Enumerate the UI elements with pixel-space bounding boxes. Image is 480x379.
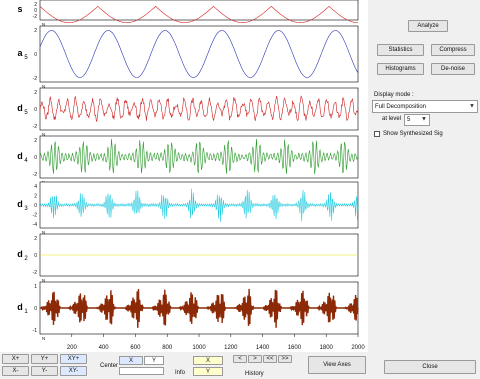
- info-label: Info: [175, 370, 186, 376]
- row-subscript-d2: 2: [24, 256, 28, 262]
- y-center-field[interactable]: Y: [144, 356, 164, 365]
- y-tick-label: 2: [34, 236, 37, 242]
- row-label-d2: d: [17, 249, 23, 259]
- y-tick-label: -2: [33, 76, 38, 82]
- row-marker: N: [42, 22, 45, 27]
- row-marker: N: [42, 84, 45, 89]
- display-mode-value: Full Decomposition: [375, 103, 427, 110]
- y-info-field: Y: [193, 367, 223, 376]
- row-subscript-d1: 1: [24, 309, 28, 315]
- row-label-a5: a: [17, 48, 23, 58]
- row-label-d1: d: [17, 302, 23, 312]
- y-tick-label: -2: [33, 172, 38, 178]
- x-plus-button[interactable]: X+: [2, 354, 29, 364]
- view-axes-button[interactable]: View Axes: [308, 356, 366, 374]
- xy-minus-button[interactable]: XY-: [60, 366, 87, 376]
- y-tick-label: -2: [33, 270, 38, 276]
- display-mode-label: Display mode :: [374, 92, 414, 98]
- row-subscript-d4: 4: [24, 158, 28, 164]
- y-tick-label: -2: [33, 124, 38, 130]
- y-tick-label: 2: [34, 138, 37, 144]
- row-subscript-d3: 3: [24, 206, 28, 212]
- y-tick-label: 0: [34, 155, 37, 161]
- row-label-s-top: s: [17, 4, 22, 14]
- x-tick-label: 1400: [256, 345, 270, 351]
- history-first-button[interactable]: <<: [263, 355, 277, 363]
- signal-trace-d5[interactable]: [39, 95, 359, 123]
- row-subscript-d5: 5: [24, 110, 28, 116]
- decomposition-plots[interactable]: 20-2sN20-2a5N20-2d5N20-2d4N420-2-4d3N20-…: [0, 0, 368, 352]
- denoise-button[interactable]: De-noise: [431, 63, 475, 75]
- x-tick-label: 200: [67, 345, 78, 351]
- axes-box-s-top: [39, 0, 359, 21]
- x-tick-label: 600: [130, 345, 141, 351]
- x-center-field[interactable]: X: [119, 356, 143, 365]
- x-tick-label: 1600: [288, 345, 302, 351]
- y-tick-label: 0: [34, 52, 37, 58]
- y-tick-label: 2: [34, 28, 37, 34]
- row-subscript-a5: 5: [24, 55, 28, 61]
- info-field: [119, 367, 164, 375]
- level-label: at level: [382, 116, 402, 122]
- signal-trace-d4[interactable]: [39, 138, 359, 175]
- history-last-button[interactable]: >>: [278, 355, 292, 363]
- y-tick-label: 0: [34, 253, 37, 259]
- display-mode-select[interactable]: Full Decomposition ▼: [372, 100, 478, 113]
- show-synthesized-label: Show Synthesized Sig: [383, 131, 443, 137]
- history-label: History: [245, 371, 264, 377]
- analyze-button[interactable]: Analyze: [408, 20, 448, 32]
- signal-trace-d1[interactable]: [40, 288, 359, 328]
- histograms-button[interactable]: Histograms: [377, 63, 424, 75]
- y-tick-label: -4: [33, 222, 38, 228]
- history-prev-button[interactable]: <: [233, 355, 247, 363]
- x-tick-label: 1200: [224, 345, 238, 351]
- y-tick-label: 0: [34, 306, 37, 312]
- compress-button[interactable]: Compress: [431, 44, 475, 56]
- control-panel: Analyze Statistics Compress Histograms D…: [368, 0, 480, 352]
- y-tick-label: 4: [34, 184, 37, 190]
- level-select[interactable]: 5 ▼: [404, 114, 430, 126]
- row-marker: N: [42, 132, 45, 137]
- row-marker: N: [42, 278, 45, 283]
- x-tick-label: 400: [99, 345, 110, 351]
- row-label-d3: d: [17, 199, 23, 209]
- y-tick-label: -2: [33, 14, 38, 20]
- y-tick-label: 0: [34, 107, 37, 113]
- chevron-down-icon: ▼: [421, 116, 427, 123]
- bottom-toolbar: X+ Y+ XY+ X- Y- XY- Center X Y Info X Y …: [0, 352, 480, 379]
- x-tick-label: 800: [162, 345, 173, 351]
- close-button[interactable]: Close: [384, 360, 476, 374]
- y-tick-label: 2: [34, 2, 37, 8]
- chevron-down-icon: ▼: [469, 103, 475, 110]
- statistics-button[interactable]: Statistics: [377, 44, 424, 56]
- signal-trace-s-top[interactable]: [39, 5, 358, 23]
- y-tick-label: 2: [34, 194, 37, 200]
- row-label-d5: d: [17, 103, 23, 113]
- y-tick-label: 0: [34, 8, 37, 14]
- level-value: 5: [407, 117, 411, 123]
- y-tick-label: 2: [34, 90, 37, 96]
- signal-trace-d3[interactable]: [39, 188, 359, 223]
- plot-area[interactable]: 20-2sN20-2a5N20-2d5N20-2d4N420-2-4d3N20-…: [0, 0, 368, 352]
- show-synthesized-checkbox[interactable]: [374, 131, 380, 137]
- x-tick-label: 2000: [351, 345, 365, 351]
- y-tick-label: -2: [33, 213, 38, 219]
- row-marker: N: [42, 230, 45, 235]
- x-tick-label: 1000: [192, 345, 206, 351]
- x-minus-button[interactable]: X-: [2, 366, 29, 376]
- y-tick-label: 1: [34, 284, 37, 290]
- signal-trace-a5[interactable]: [39, 30, 359, 78]
- y-minus-button[interactable]: Y-: [31, 366, 58, 376]
- x-info-field: X: [193, 356, 223, 365]
- y-plus-button[interactable]: Y+: [31, 354, 58, 364]
- y-tick-label: 0: [34, 203, 37, 209]
- y-tick-label: -1: [33, 328, 38, 334]
- xy-plus-button[interactable]: XY+: [60, 354, 87, 364]
- center-label: Center: [100, 363, 119, 369]
- row-marker: N: [42, 336, 45, 341]
- row-label-d4: d: [17, 151, 23, 161]
- history-next-button[interactable]: >: [248, 355, 262, 363]
- x-tick-label: 1800: [320, 345, 334, 351]
